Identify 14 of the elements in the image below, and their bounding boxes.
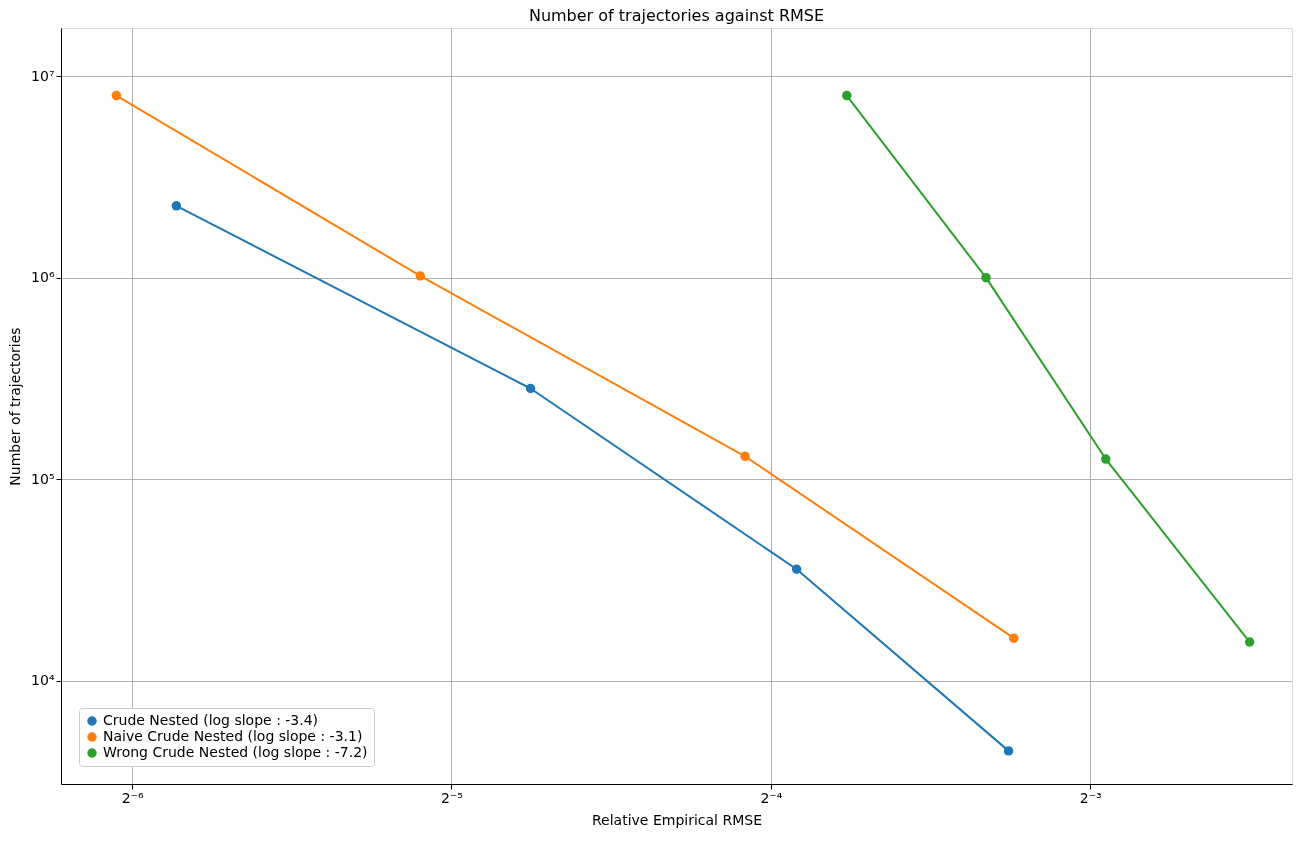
x-tick-label: 2⁻⁴ [760,789,783,806]
y-tick-label: 10⁶ [31,269,55,286]
y-tick-label: 10⁴ [31,672,55,689]
chart-title: Number of trajectories against RMSE [528,6,825,25]
legend-label: Wrong Crude Nested (log slope : -7.2) [103,744,368,760]
legend-label: Naive Crude Nested (log slope : -3.1) [103,728,363,744]
y-tick-label: 10⁷ [31,67,55,84]
x-tick-label: 2⁻³ [1079,789,1102,806]
x-tick-label: 2⁻⁵ [441,789,463,806]
x-tick-label: 2⁻⁶ [121,789,144,806]
y-tick-label: 10⁵ [31,470,55,487]
legend-label: Crude Nested (log slope : -3.4) [103,712,319,728]
y-axis-title: Number of trajectories [7,327,24,486]
x-axis-title: Relative Empirical RMSE [592,811,762,828]
